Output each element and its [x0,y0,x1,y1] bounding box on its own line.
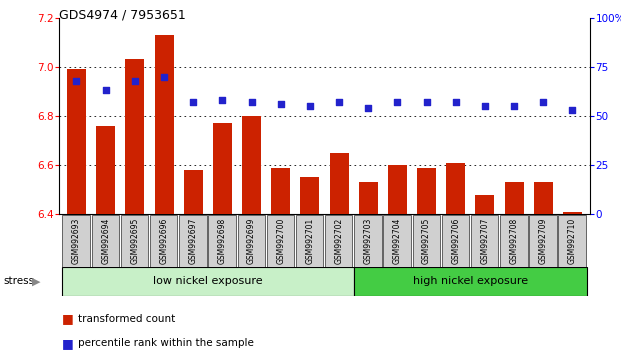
Text: transformed count: transformed count [78,314,175,324]
Text: ▶: ▶ [32,276,41,286]
FancyBboxPatch shape [92,215,119,267]
Point [538,99,548,105]
Point [217,97,227,103]
FancyBboxPatch shape [500,215,527,267]
Text: GSM992699: GSM992699 [247,217,256,264]
FancyBboxPatch shape [383,215,411,267]
FancyBboxPatch shape [325,215,353,267]
Bar [476,195,494,214]
Text: GSM992697: GSM992697 [189,217,197,264]
Text: GSM992694: GSM992694 [101,217,110,264]
Bar [271,167,290,214]
Bar [301,177,319,214]
FancyBboxPatch shape [471,215,498,267]
Bar [563,212,582,214]
FancyBboxPatch shape [121,215,148,267]
Text: GSM992706: GSM992706 [451,217,460,264]
Text: GSM992705: GSM992705 [422,217,431,264]
FancyBboxPatch shape [62,267,353,296]
Bar [242,116,261,214]
Text: low nickel exposure: low nickel exposure [153,276,263,286]
Text: GSM992707: GSM992707 [481,217,489,264]
Bar [505,182,524,214]
Text: GSM992698: GSM992698 [218,218,227,264]
Text: high nickel exposure: high nickel exposure [413,276,528,286]
Point [188,99,198,105]
Point [247,99,256,105]
Bar [125,59,144,214]
Point [130,78,140,84]
Text: GSM992703: GSM992703 [364,217,373,264]
Bar [67,69,86,214]
Text: GSM992702: GSM992702 [335,218,343,264]
Bar [330,153,348,214]
FancyBboxPatch shape [353,267,587,296]
FancyBboxPatch shape [179,215,207,267]
Text: GSM992710: GSM992710 [568,218,577,264]
FancyBboxPatch shape [296,215,324,267]
Point [71,78,81,84]
Point [509,103,519,109]
Point [334,99,344,105]
FancyBboxPatch shape [354,215,382,267]
Text: GDS4974 / 7953651: GDS4974 / 7953651 [59,9,186,22]
Text: GSM992701: GSM992701 [306,218,314,264]
Text: GSM992696: GSM992696 [160,217,168,264]
FancyBboxPatch shape [529,215,556,267]
Bar [534,182,553,214]
Bar [184,170,202,214]
FancyBboxPatch shape [209,215,236,267]
Point [480,103,490,109]
Bar [96,126,115,214]
Point [422,99,432,105]
Point [101,87,111,93]
Text: GSM992695: GSM992695 [130,217,139,264]
Point [392,99,402,105]
Point [568,107,578,113]
FancyBboxPatch shape [150,215,178,267]
Point [159,74,169,79]
Point [363,105,373,111]
Text: ■: ■ [62,312,74,325]
Bar [388,165,407,214]
Point [305,103,315,109]
FancyBboxPatch shape [442,215,469,267]
Bar [155,35,173,214]
Text: GSM992709: GSM992709 [539,217,548,264]
Bar [213,123,232,214]
FancyBboxPatch shape [238,215,265,267]
Text: GSM992693: GSM992693 [72,217,81,264]
Bar [446,162,465,214]
Bar [359,182,378,214]
Text: ■: ■ [62,337,74,350]
FancyBboxPatch shape [558,215,586,267]
FancyBboxPatch shape [266,215,294,267]
Point [451,99,461,105]
FancyBboxPatch shape [63,215,90,267]
Point [276,101,286,107]
Text: GSM992700: GSM992700 [276,217,285,264]
Text: percentile rank within the sample: percentile rank within the sample [78,338,253,348]
FancyBboxPatch shape [412,215,440,267]
Bar [417,167,436,214]
Text: GSM992708: GSM992708 [510,218,519,264]
Text: GSM992704: GSM992704 [393,217,402,264]
Text: stress: stress [3,276,34,286]
